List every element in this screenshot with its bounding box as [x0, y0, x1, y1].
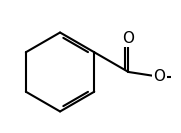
Text: O: O: [153, 69, 165, 84]
Text: O: O: [123, 31, 134, 46]
